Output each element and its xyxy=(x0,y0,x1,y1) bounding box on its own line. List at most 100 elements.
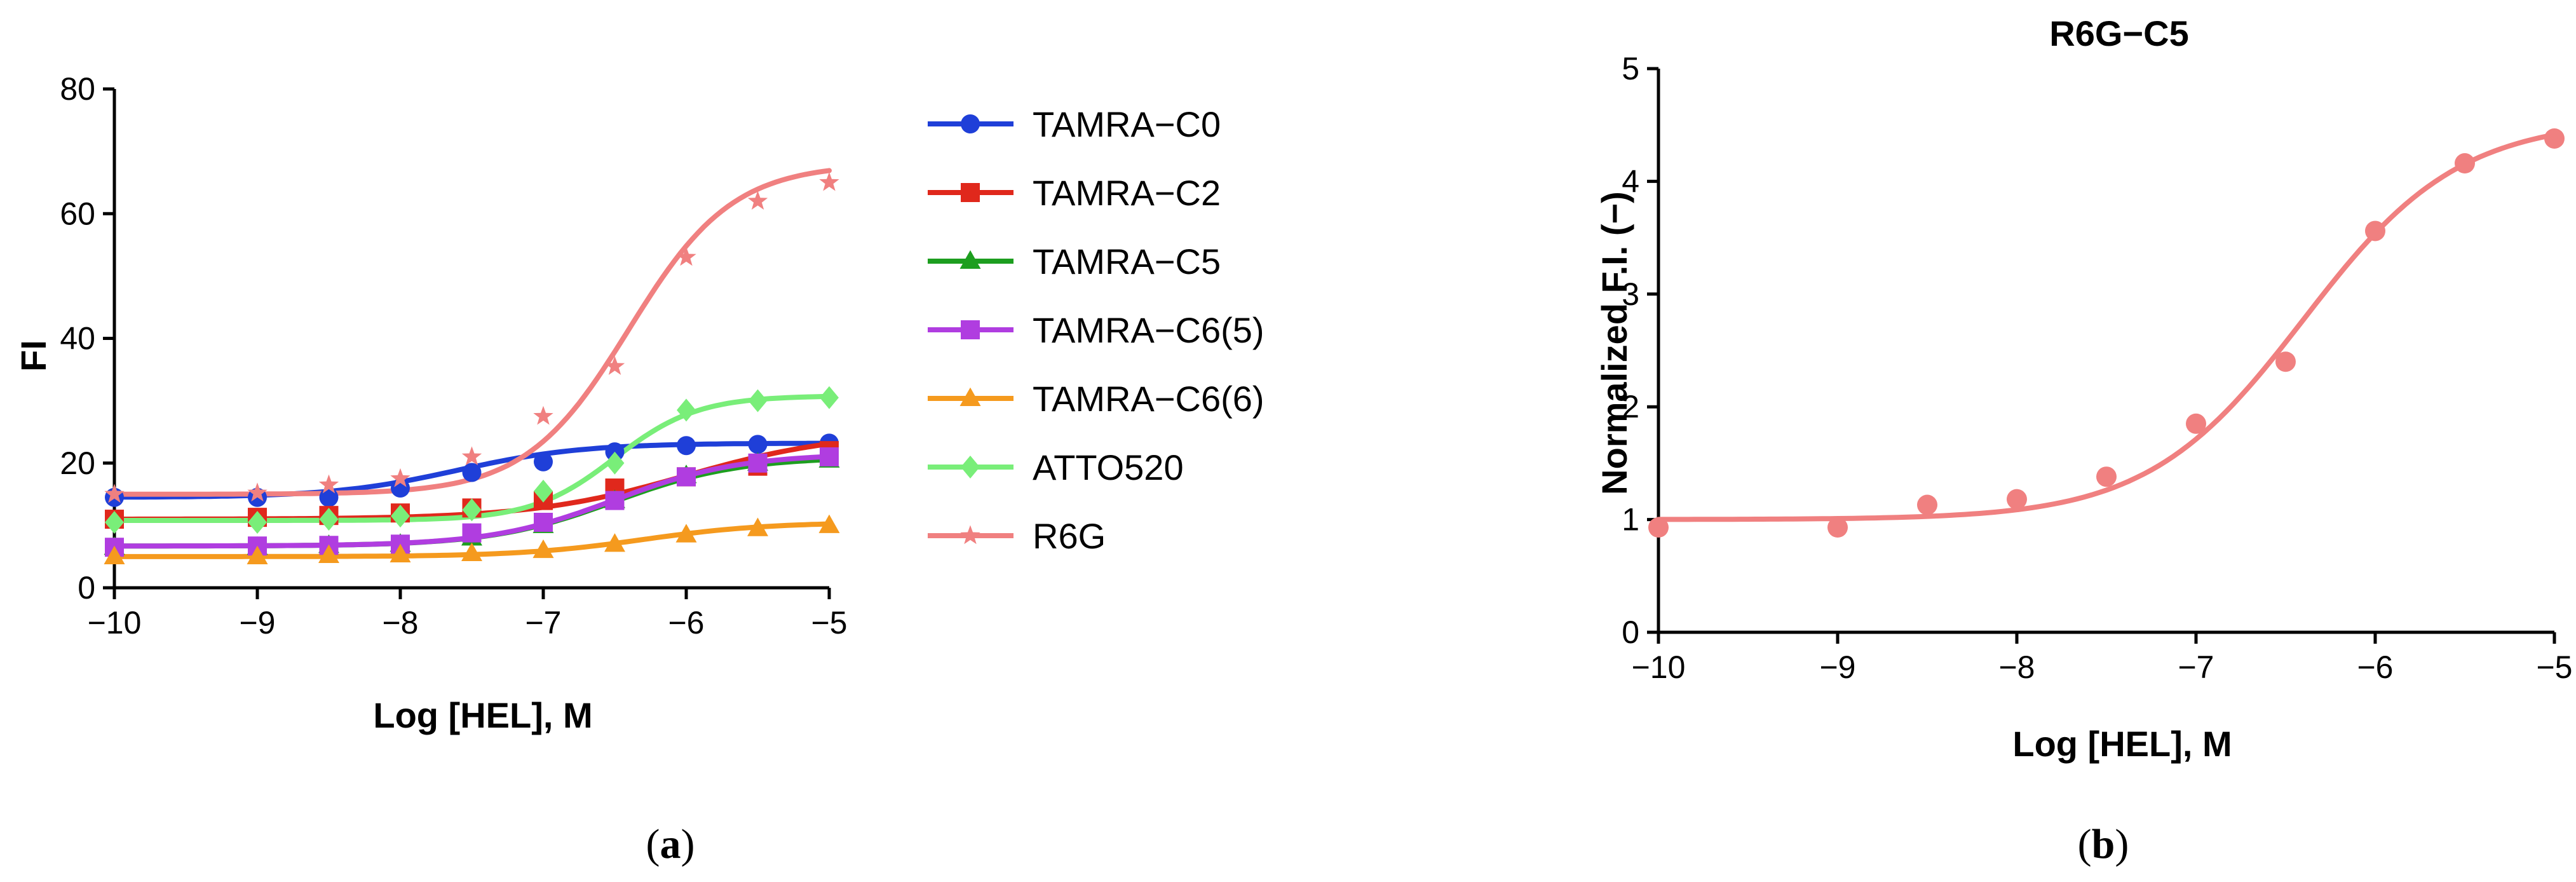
panel-a-point-tamra-c6-5 xyxy=(677,467,696,487)
panel-a-point-atto520 xyxy=(319,508,339,531)
panel-a-x-tick-label: −5 xyxy=(811,605,847,641)
panel-b-title: R6G−C5 xyxy=(2049,13,2188,53)
panel-a-point-tamra-c6-6 xyxy=(390,543,411,562)
panel-b-x-tick-label: −8 xyxy=(1998,649,2035,685)
panel-a-point-tamra-c6-6 xyxy=(461,542,482,562)
panel-a-point-r6g xyxy=(461,446,482,466)
panel-a-point-tamra-c6-5 xyxy=(748,453,768,473)
panel-b-x-tick-label: −7 xyxy=(2178,649,2214,685)
panel-a-y-tick-label: 40 xyxy=(60,321,95,356)
panel-a-legend: TAMRA−C0 TAMRA−C2 TAMRA−C5 TAMRA−C6(5) TAMRA… xyxy=(928,104,1264,556)
panel-b-y-tick-label: 5 xyxy=(1622,51,1639,86)
panel-b-point-r6g-c5 xyxy=(1648,517,1669,538)
panel-a-point-tamra-c6-6 xyxy=(532,539,554,559)
panel-a-point-atto520 xyxy=(605,451,625,475)
legend-label-r6g: R6G xyxy=(1033,516,1106,556)
panel-a-point-tamra-c6-6 xyxy=(675,524,697,543)
panel-b-point-r6g-c5 xyxy=(2275,351,2296,372)
panel-a-point-r6g xyxy=(533,405,553,425)
panel-a-x-tick-label: −9 xyxy=(239,605,275,641)
panel-a-point-tamra-c6-6 xyxy=(318,544,339,563)
panel-b-point-r6g-c5 xyxy=(2096,466,2117,487)
panel-a-point-atto520 xyxy=(820,386,839,409)
panel-a-letter: a xyxy=(660,821,681,867)
panel-b-y-tick-label: 0 xyxy=(1622,614,1639,650)
panel-a-point-atto520 xyxy=(248,510,267,534)
panel-b-curves xyxy=(1656,132,2557,522)
panel-b-axes: −10 −9 −8 −7 −6 −5 0 1 2 3 4 5 xyxy=(1622,51,2572,685)
panel-b-y-tick-label: 2 xyxy=(1622,389,1639,424)
panel-a-chart: −10 −9 −8 −7 −6 −5 0 20 40 60 80 Log [HEL], M FI T… xyxy=(13,71,1264,735)
panel-a-point-atto520 xyxy=(462,498,482,522)
panel-b-letter: b xyxy=(2092,821,2115,867)
panel-a-point-tamra-c0 xyxy=(677,436,696,456)
panel-a-point-atto520 xyxy=(748,389,768,412)
panel-a-point-r6g xyxy=(390,468,410,487)
panel-a-y-tick-label: 0 xyxy=(78,570,95,606)
panel-a-point-tamra-c6-6 xyxy=(247,545,268,564)
panel-a-y-tick-label: 20 xyxy=(60,445,95,481)
legend-marker-tamra-c0 xyxy=(961,114,980,133)
panel-b-y-tick-label: 1 xyxy=(1622,502,1639,538)
panel-b-fit-curve-r6g-c5 xyxy=(1656,132,2557,522)
legend-label-tamra-c5: TAMRA−C5 xyxy=(1033,241,1221,282)
panel-a-point-tamra-c6-5 xyxy=(605,491,625,510)
legend-marker-tamra-c2 xyxy=(961,183,980,202)
panel-b-point-r6g-c5 xyxy=(2007,489,2027,510)
panel-a-point-tamra-c6-6 xyxy=(104,545,125,564)
panel-a-axes: −10 −9 −8 −7 −6 −5 0 20 40 60 80 xyxy=(60,71,847,641)
panel-b-x-tick-label: −9 xyxy=(1819,649,1855,685)
panel-a-point-r6g xyxy=(104,484,125,503)
panel-a-xlabel: Log [HEL], M xyxy=(373,695,592,735)
legend-label-tamra-c2: TAMRA−C2 xyxy=(1033,173,1221,213)
legend-marker-tamra-c5 xyxy=(959,250,981,269)
panel-a-x-tick-label: −6 xyxy=(668,605,704,641)
panel-a-point-tamra-c6-5 xyxy=(534,512,553,532)
panel-a-point-atto520 xyxy=(105,510,124,534)
panel-a-point-r6g xyxy=(747,191,768,210)
legend-label-atto520: ATTO520 xyxy=(1033,447,1184,487)
panel-a-x-tick-label: −8 xyxy=(382,605,418,641)
panel-a-point-atto520 xyxy=(677,398,696,422)
panel-a-point-r6g xyxy=(676,247,696,266)
panel-a-caption: (a) xyxy=(646,821,695,867)
legend-marker-tamra-c6-6 xyxy=(959,387,981,406)
panel-a-y-tick-label: 80 xyxy=(60,71,95,107)
panel-a-point-tamra-c0 xyxy=(748,435,768,454)
panel-a-ylabel: FI xyxy=(13,340,53,372)
panel-a-point-atto520 xyxy=(391,505,410,528)
panel-b-xlabel: Log [HEL], M xyxy=(2012,724,2232,764)
panel-b-x-tick-label: −6 xyxy=(2357,649,2393,685)
legend-marker-tamra-c6-5 xyxy=(961,320,980,339)
panel-b-points xyxy=(1648,128,2565,538)
panel-b-point-r6g-c5 xyxy=(2455,153,2475,174)
panel-b-caption: (b) xyxy=(2078,821,2129,867)
panel-a-point-tamra-c0 xyxy=(534,452,553,472)
panel-a-point-tamra-c0 xyxy=(462,463,482,482)
legend-marker-atto520 xyxy=(961,456,980,478)
panel-b-y-tick-label: 3 xyxy=(1622,276,1639,312)
panel-b-point-r6g-c5 xyxy=(2544,128,2565,149)
panel-b-point-r6g-c5 xyxy=(2186,413,2206,434)
legend-marker-r6g xyxy=(960,525,980,545)
panel-a-points xyxy=(104,172,840,564)
panel-a-point-tamra-c0 xyxy=(319,487,339,507)
panel-a-point-tamra-c6-5 xyxy=(462,523,482,543)
panel-a-point-r6g xyxy=(318,474,339,494)
panel-a-point-r6g xyxy=(247,482,268,502)
panel-a-y-tick-label: 60 xyxy=(60,196,95,231)
panel-a-point-tamra-c6-6 xyxy=(818,514,840,533)
panel-b-x-tick-label: −10 xyxy=(1632,649,1686,685)
panel-b-x-tick-label: −5 xyxy=(2536,649,2572,685)
panel-b-ylabel: Normalized F.I. (−) xyxy=(1594,191,1634,495)
panel-a-x-tick-label: −7 xyxy=(525,605,561,641)
legend-label-tamra-c6-5: TAMRA−C6(5) xyxy=(1033,310,1264,350)
panel-a-point-r6g xyxy=(819,172,839,191)
panel-a-x-tick-label: −10 xyxy=(88,605,142,641)
panel-a-point-r6g xyxy=(604,356,625,375)
legend-label-tamra-c6-6: TAMRA−C6(6) xyxy=(1033,379,1264,419)
panel-b-point-r6g-c5 xyxy=(2365,221,2385,241)
panel-a-point-tamra-c6-5 xyxy=(820,447,839,466)
